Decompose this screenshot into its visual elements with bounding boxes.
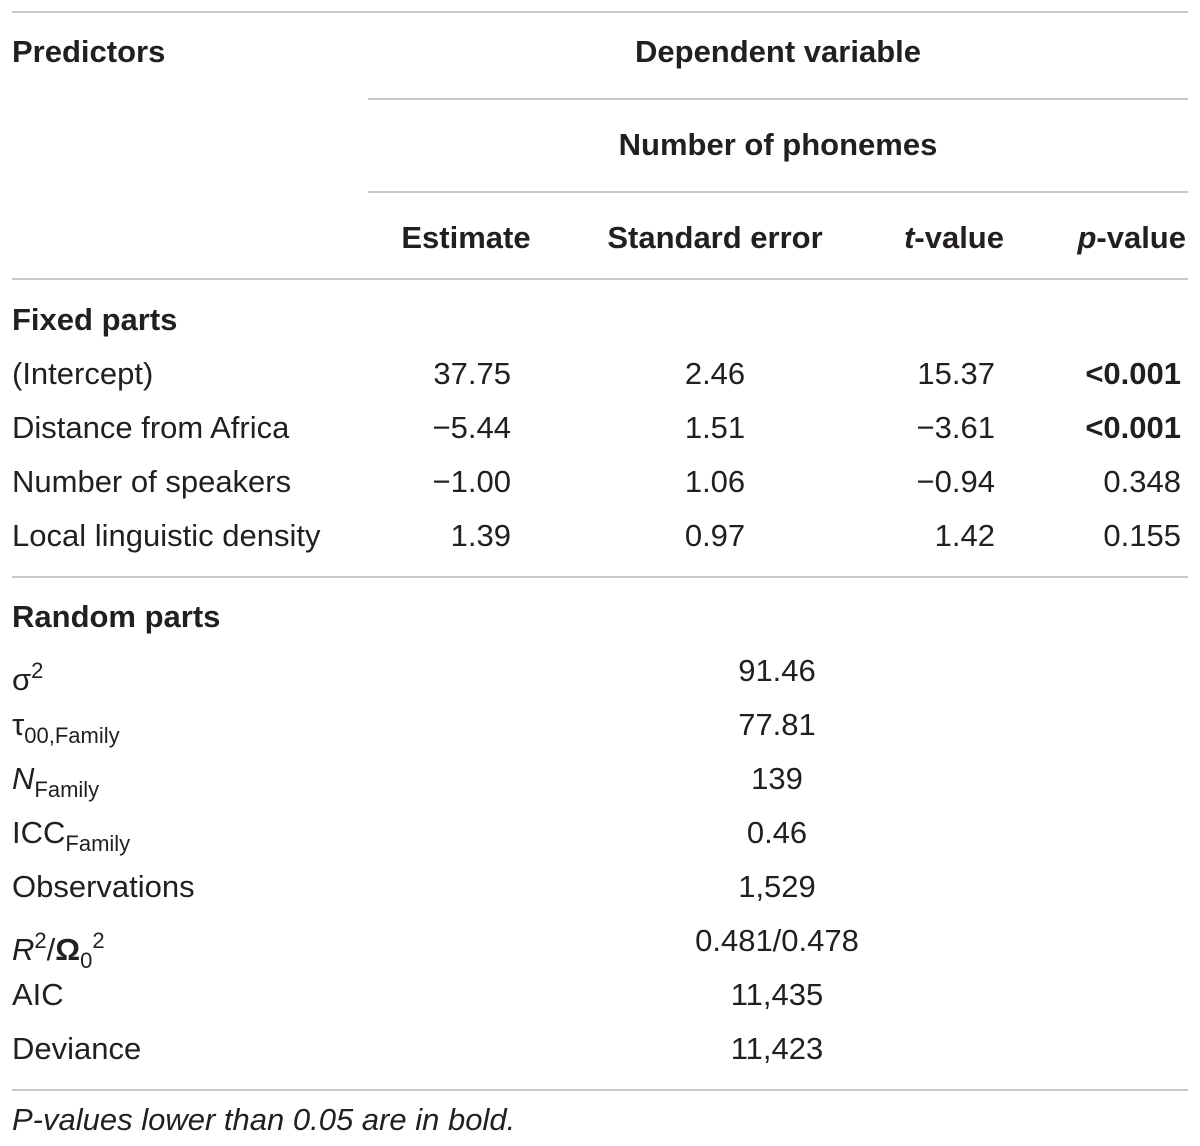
n-family-value: 139 [751,761,803,796]
omega-subscript: 0 [80,948,93,973]
estimate-cell: 37.75 [433,356,511,391]
estimate-column-header: Estimate [401,220,531,255]
dependent-variable-header: Dependent variable [635,34,921,69]
dependent-variable-rule [368,98,1188,100]
p-value-column-header: p-value [1040,220,1186,256]
t-symbol: t [904,220,915,255]
p-value-cell: 0.348 [1103,464,1181,499]
outcome-header: Number of phonemes [618,127,938,162]
icc-family-value: 0.46 [746,815,808,850]
p-value-cell: <0.001 [1085,356,1181,391]
standard-error-cell: 0.97 [684,518,746,553]
r-squared-label: R2/Ω02 [12,923,105,979]
standard-error-cell: 2.46 [684,356,746,391]
omega-symbol: Ω [55,932,81,967]
table-footnote: P-values lower than 0.05 are in bold. [12,1102,516,1137]
table-bottom-rule [12,1089,1188,1091]
random-parts-title: Random parts [12,599,221,634]
row-label: Distance from Africa [12,410,290,445]
t-value-suffix: -value [914,220,1004,255]
tau-symbol: τ [12,707,25,742]
sigma-symbol: σ [12,662,32,697]
tau-subscript: 00,Family [24,723,120,748]
deviance-value: 11,423 [730,1031,824,1066]
deviance-label: Deviance [12,1031,142,1066]
t-value-cell: −3.61 [916,410,995,445]
n-subscript: Family [34,777,100,802]
aic-label: AIC [12,977,64,1012]
header-bottom-rule [12,278,1188,280]
standard-error-cell: 1.06 [684,464,746,499]
standard-error-column-header: Standard error [607,220,823,255]
r-omega-slash: / [46,932,56,967]
t-value-cell: 1.42 [934,518,995,553]
t-value-cell: 15.37 [917,356,995,391]
row-label: Local linguistic density [12,518,321,553]
row-label: Number of speakers [12,464,292,499]
estimate-cell: 1.39 [450,518,511,553]
predictors-header: Predictors [12,34,166,69]
p-value-cell: <0.001 [1085,410,1181,445]
top-rule [12,11,1188,13]
tau-family-value: 77.81 [738,707,816,742]
icc-symbol: ICC [12,815,66,850]
aic-value: 11,435 [730,977,824,1012]
p-value-cell: 0.155 [1103,518,1181,553]
p-symbol: p [1077,220,1097,255]
n-symbol: N [12,761,35,796]
t-value-cell: −0.94 [916,464,995,499]
estimate-cell: −5.44 [432,410,511,445]
observations-label: Observations [12,869,195,904]
p-value-suffix: -value [1096,220,1186,255]
sigma-superscript: 2 [31,658,44,683]
t-value-column-header: t-value [860,220,1004,256]
fixed-parts-title: Fixed parts [12,302,178,337]
icc-subscript: Family [65,831,131,856]
omega-superscript: 2 [92,928,105,953]
estimate-cell: −1.00 [432,464,511,499]
row-label: (Intercept) [12,356,154,391]
r-symbol: R [12,932,35,967]
observations-value: 1,529 [738,869,816,904]
icc-family-label: ICCFamily [12,815,130,862]
sigma-squared-label: σ2 [12,653,43,698]
fixed-bottom-rule [12,576,1188,578]
r-squared-value: 0.481/0.478 [695,923,859,958]
r-superscript: 2 [34,928,47,953]
outcome-rule [368,191,1188,193]
n-family-label: NFamily [12,761,99,808]
sigma-squared-value: 91.46 [738,653,816,688]
standard-error-cell: 1.51 [684,410,746,445]
tau-family-label: τ00,Family [12,707,120,754]
